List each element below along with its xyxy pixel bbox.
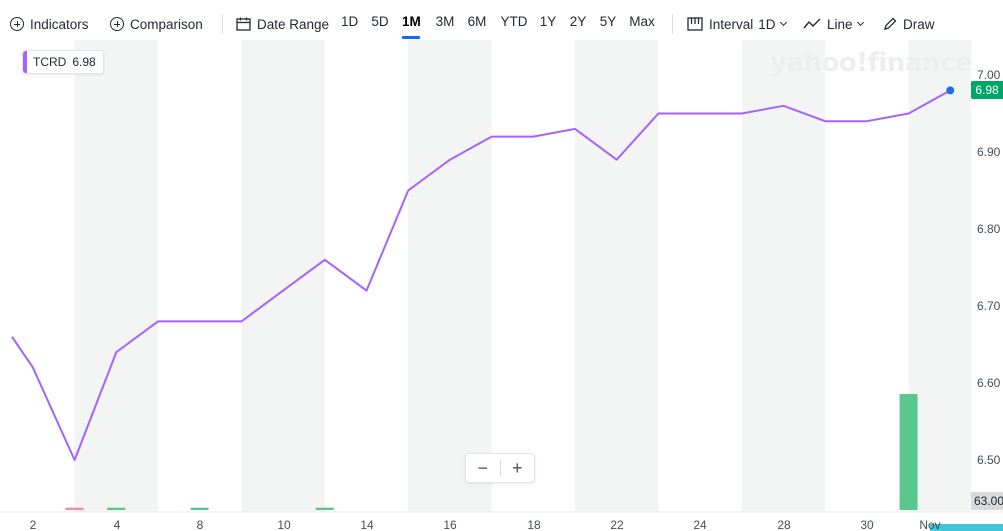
volume-bar (930, 524, 1003, 531)
zoom-divider (499, 460, 501, 476)
x-tick-label: 4 (114, 518, 121, 531)
indicators-label: Indicators (30, 16, 89, 32)
current-price-tag: 6.98 (971, 81, 1003, 100)
x-tick-label: Nov (919, 518, 940, 531)
x-tick-label: 18 (527, 518, 541, 531)
zoom-controls: − + (465, 453, 535, 483)
volume-bar (65, 507, 84, 510)
chart-type-label: Line (827, 16, 853, 32)
y-tick-label: 6.80 (977, 222, 1001, 236)
comparison-label: Comparison (130, 16, 203, 32)
range-6m[interactable]: 6M (467, 14, 487, 29)
interval-label: Interval (709, 16, 754, 32)
chevron-down-icon (856, 18, 864, 27)
range-1m[interactable]: 1M (402, 14, 421, 39)
chart-toolbar: Indicators Comparison Date Range 1D 5D 1M 3… (0, 0, 1003, 46)
chart-area[interactable]: 7.00 6.90 6.80 6.70 6.60 6.50 2 4 8 10 14 16 18 22 24 2… (0, 40, 1003, 531)
comparison-button[interactable]: Comparison (110, 14, 203, 34)
interval-icon (687, 17, 703, 31)
y-tick-label: 6.60 (977, 376, 1001, 390)
volume-bar (107, 507, 126, 510)
symbol-legend[interactable]: TCRD 6.98 (22, 50, 104, 74)
calendar-icon (236, 17, 251, 31)
weekend-band (408, 40, 492, 512)
weekend-band (241, 40, 325, 512)
date-range-button[interactable]: Date Range (236, 14, 329, 34)
volume-bar (315, 507, 334, 510)
range-max[interactable]: Max (629, 14, 655, 29)
y-tick-label: 7.00 (977, 68, 1001, 82)
draw-label: Draw (903, 16, 935, 32)
range-3m[interactable]: 3M (435, 14, 455, 29)
x-tick-label: 22 (610, 518, 624, 531)
volume-bar (899, 394, 918, 510)
y-tick-label: 6.50 (977, 453, 1001, 467)
y-tick-label: 6.90 (977, 145, 1001, 159)
indicators-button[interactable]: Indicators (10, 14, 89, 34)
line-chart-icon (803, 18, 821, 29)
range-2y[interactable]: 2Y (569, 14, 587, 29)
pencil-icon (884, 17, 897, 30)
range-5d[interactable]: 5D (371, 14, 389, 29)
legend-value: 6.98 (72, 55, 96, 69)
legend-color-swatch (23, 51, 27, 73)
x-tick-label: 8 (197, 518, 204, 531)
weekend-band (574, 40, 659, 512)
chevron-down-icon (779, 18, 787, 27)
price-line (11, 89, 951, 461)
date-range-label: Date Range (257, 16, 330, 32)
zoom-out-button[interactable]: − (477, 457, 488, 478)
range-5y[interactable]: 5Y (599, 14, 617, 29)
x-tick-label: 28 (777, 518, 791, 531)
range-1y[interactable]: 1Y (539, 14, 557, 29)
y-tick-label: 6.70 (977, 299, 1001, 313)
volume-bar (190, 507, 209, 510)
yahoo-finance-watermark: yahoo!finance (770, 48, 972, 78)
toolbar-divider (672, 14, 673, 34)
x-tick-label: 16 (443, 518, 457, 531)
legend-symbol: TCRD (33, 55, 67, 69)
plus-circle-icon (10, 17, 24, 31)
current-price-dot (946, 86, 955, 95)
weekend-band (741, 40, 826, 512)
x-tick-label: 24 (693, 518, 707, 531)
x-tick-label: 2 (30, 518, 37, 531)
price-chart: 7.006.906.806.706.606.502 4 8 10 14 16 18 22 24 2… (0, 40, 1003, 531)
interval-value: 1D (758, 16, 776, 32)
toolbar-divider (222, 14, 223, 34)
interval-dropdown[interactable]: Interval 1D (687, 14, 787, 34)
chart-type-dropdown[interactable]: Line (803, 14, 864, 34)
zoom-in-button[interactable]: + (511, 457, 523, 478)
weekend-band (74, 40, 158, 512)
volume-axis-tag: 63.00 (971, 492, 1003, 510)
plus-circle-icon (110, 17, 124, 31)
x-tick-label: 30 (860, 518, 874, 531)
range-ytd[interactable]: YTD (500, 14, 528, 29)
weekend-band (908, 40, 972, 512)
x-tick-label: 14 (360, 518, 374, 531)
draw-button[interactable]: Draw (883, 14, 935, 34)
range-1d[interactable]: 1D (341, 14, 359, 29)
x-tick-label: 10 (277, 518, 291, 531)
